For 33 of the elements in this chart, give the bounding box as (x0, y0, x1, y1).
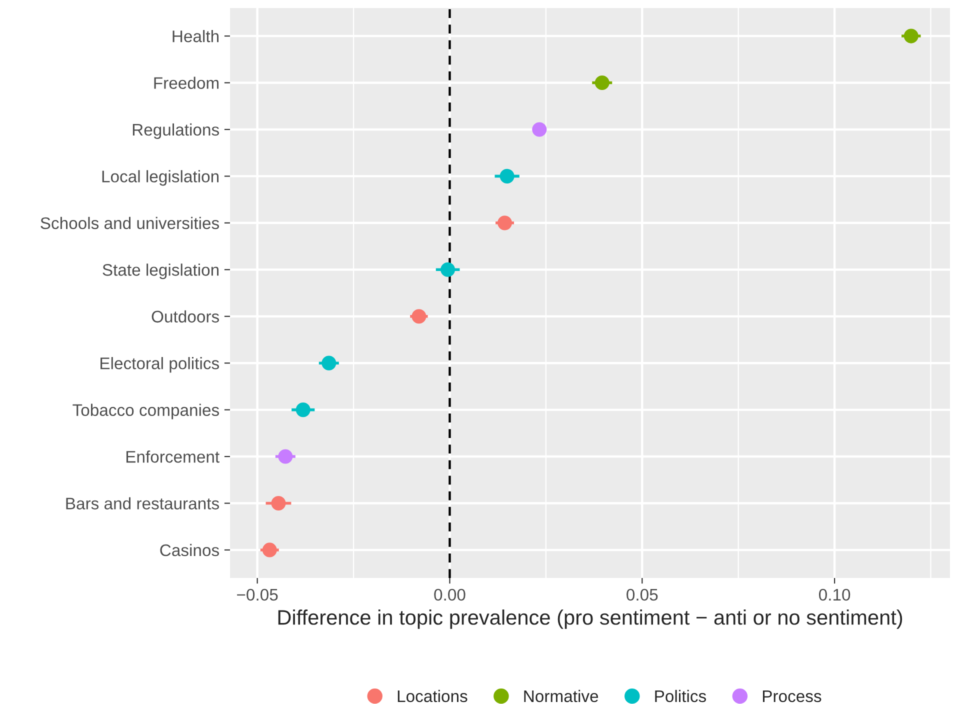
x-axis-title: Difference in topic prevalence (pro sentiment − anti or no sentiment) (278, 610, 902, 629)
y-tick-label: Regulations (132, 123, 219, 139)
point (904, 28, 918, 44)
point (322, 356, 336, 370)
y-tick-label: Enforcement (126, 450, 220, 463)
x-tick-label: −0.05 (237, 588, 278, 601)
point (296, 402, 310, 418)
point (532, 122, 547, 137)
point (497, 216, 512, 230)
legend-label: Normative (524, 690, 598, 702)
point (262, 542, 277, 558)
y-tick-label: Health (172, 30, 219, 42)
y-tick-label: Freedom (154, 76, 218, 89)
y-tick-label: Tobacco companies (72, 404, 219, 420)
y-tick-label: Bars and restaurants (66, 497, 219, 510)
point (500, 168, 514, 184)
point (412, 309, 426, 324)
x-tick-label: 0.00 (434, 588, 466, 601)
x-tick-label: 0.05 (626, 588, 658, 601)
y-tick-label: Electoral politics (100, 357, 219, 373)
point (278, 449, 293, 464)
y-tick-label: Outdoors (152, 310, 219, 323)
x-tick-label: 0.10 (818, 588, 850, 601)
legend-label: Politics (655, 690, 706, 702)
point (594, 75, 610, 90)
y-tick-label: State legislation (102, 264, 219, 280)
legend-label: Locations (398, 690, 468, 702)
y-tick-label: Schools and universities (40, 216, 219, 230)
point (440, 262, 456, 277)
point (271, 496, 286, 511)
y-tick-label: Local legislation (102, 170, 219, 186)
legend-label: Process (762, 690, 822, 702)
y-tick-label: Casinos (160, 544, 219, 556)
